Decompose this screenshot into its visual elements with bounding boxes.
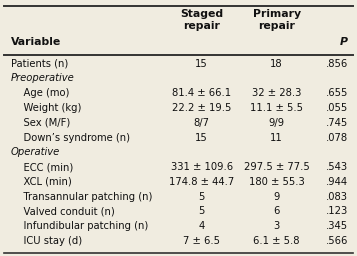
Text: Age (mo): Age (mo)	[11, 88, 69, 98]
Text: 32 ± 28.3: 32 ± 28.3	[252, 88, 301, 98]
Text: .345: .345	[326, 221, 348, 231]
Text: 3: 3	[273, 221, 280, 231]
Text: 7 ± 6.5: 7 ± 6.5	[183, 236, 220, 246]
Text: ICU stay (d): ICU stay (d)	[11, 236, 82, 246]
Text: 15: 15	[195, 59, 208, 69]
Text: 8/7: 8/7	[194, 118, 210, 128]
Text: .543: .543	[326, 162, 348, 172]
Text: Valved conduit (n): Valved conduit (n)	[11, 206, 115, 216]
Text: 18: 18	[270, 59, 283, 69]
Text: Staged
repair: Staged repair	[180, 9, 223, 30]
Text: Operative: Operative	[11, 147, 60, 157]
Text: Primary
repair: Primary repair	[253, 9, 301, 30]
Text: 180 ± 55.3: 180 ± 55.3	[249, 177, 305, 187]
Text: .745: .745	[326, 118, 348, 128]
Text: .655: .655	[326, 88, 348, 98]
Text: Sex (M/F): Sex (M/F)	[11, 118, 70, 128]
Text: Down’s syndrome (n): Down’s syndrome (n)	[11, 133, 130, 143]
Text: 4: 4	[198, 221, 205, 231]
Text: 15: 15	[195, 133, 208, 143]
Text: 6.1 ± 5.8: 6.1 ± 5.8	[253, 236, 300, 246]
Text: 174.8 ± 44.7: 174.8 ± 44.7	[169, 177, 234, 187]
Text: XCL (min): XCL (min)	[11, 177, 71, 187]
Text: 297.5 ± 77.5: 297.5 ± 77.5	[244, 162, 310, 172]
Text: .055: .055	[326, 103, 348, 113]
Text: 11: 11	[270, 133, 283, 143]
Text: .944: .944	[326, 177, 348, 187]
Text: .078: .078	[326, 133, 348, 143]
Text: 331 ± 109.6: 331 ± 109.6	[171, 162, 233, 172]
Text: Preoperative: Preoperative	[11, 73, 75, 83]
Text: .123: .123	[326, 206, 348, 216]
Text: 6: 6	[273, 206, 280, 216]
Text: 5: 5	[198, 206, 205, 216]
Text: 11.1 ± 5.5: 11.1 ± 5.5	[250, 103, 303, 113]
Text: 5: 5	[198, 192, 205, 202]
Text: .856: .856	[326, 59, 348, 69]
Text: Variable: Variable	[11, 37, 61, 47]
Text: 22.2 ± 19.5: 22.2 ± 19.5	[172, 103, 231, 113]
Text: 9/9: 9/9	[268, 118, 285, 128]
Text: Patients (n): Patients (n)	[11, 59, 68, 69]
Text: .083: .083	[326, 192, 348, 202]
Text: Infundibular patching (n): Infundibular patching (n)	[11, 221, 148, 231]
Text: P: P	[340, 37, 348, 47]
Text: 9: 9	[273, 192, 280, 202]
Text: Transannular patching (n): Transannular patching (n)	[11, 192, 152, 202]
Text: 81.4 ± 66.1: 81.4 ± 66.1	[172, 88, 231, 98]
Text: ECC (min): ECC (min)	[11, 162, 73, 172]
Text: .566: .566	[326, 236, 348, 246]
Text: Weight (kg): Weight (kg)	[11, 103, 81, 113]
